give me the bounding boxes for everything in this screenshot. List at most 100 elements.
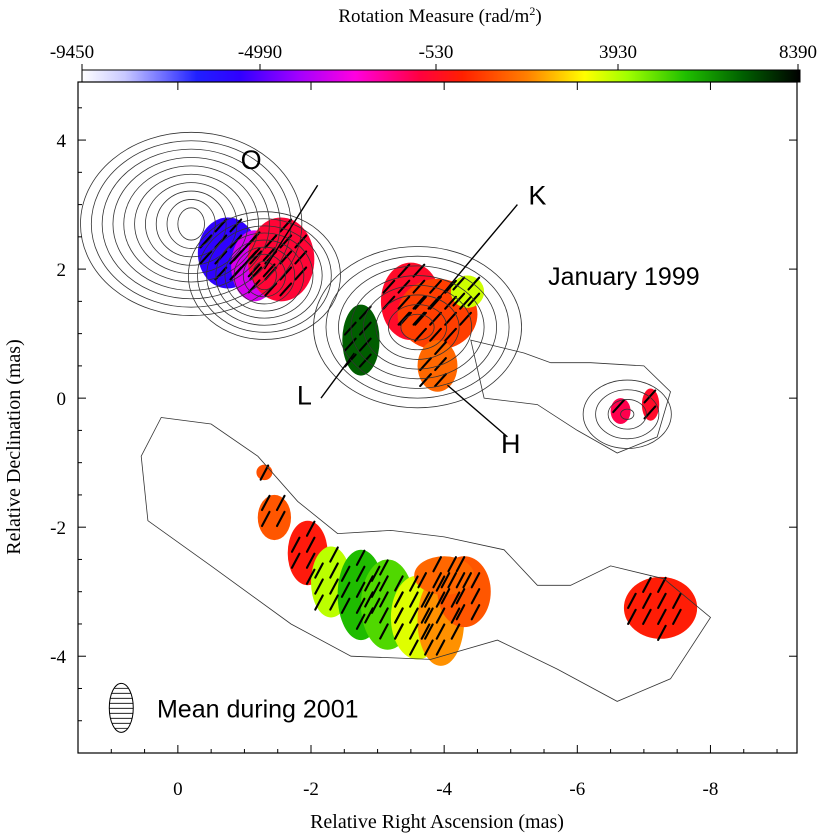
contour-k-contours <box>338 265 497 389</box>
polarization-vector <box>432 556 443 573</box>
polarization-vector <box>275 510 286 528</box>
contour-core-contours <box>101 148 281 300</box>
polarization-vector <box>247 279 261 294</box>
x-axis-label: Relative Right Ascension (mas) <box>310 811 564 833</box>
annotation-line-L <box>320 352 355 399</box>
polarization-vector <box>370 597 381 614</box>
rm-region-outer-red-1 <box>610 398 631 424</box>
polarization-vector <box>409 575 419 592</box>
polarization-vector <box>379 591 389 608</box>
polarization-vector <box>264 234 278 249</box>
polarization-vector <box>394 591 404 608</box>
polarization-vector <box>232 263 246 278</box>
contour-o-contours <box>224 239 305 312</box>
polarization-vector <box>329 594 339 611</box>
polarization-vector <box>434 357 447 372</box>
panel-label-mean-2001: Mean during 2001 <box>157 696 359 724</box>
polarization-vector <box>394 575 404 592</box>
y-tick-label: 4 <box>57 131 67 152</box>
contour-outer-contours <box>595 389 660 440</box>
annotation-line-K <box>430 204 518 309</box>
polarization-vector <box>343 321 357 336</box>
polarization-vector <box>444 311 457 326</box>
contour-outer-contours <box>620 408 635 420</box>
polarization-vector <box>358 353 372 368</box>
polarization-vector <box>450 623 461 640</box>
polarization-vector <box>247 263 261 278</box>
annotation-line-O <box>263 184 319 270</box>
polarization-vector <box>260 510 271 528</box>
polarization-vector <box>627 592 637 609</box>
contour-o-contours <box>197 218 332 333</box>
annotation-label-H: H <box>501 429 521 459</box>
x-tick-label: 0 <box>173 779 183 800</box>
polarization-vector <box>657 576 667 593</box>
polarization-vector <box>229 218 243 233</box>
polarization-vector <box>275 494 286 512</box>
contour-core-contours <box>166 199 216 249</box>
polarization-vector <box>432 572 443 589</box>
contour-outer-contours <box>607 399 647 430</box>
colorbar-tick-label: -530 <box>419 42 454 63</box>
contour-core-contours <box>177 207 205 241</box>
polarization-vector <box>343 337 357 352</box>
polarization-vector <box>340 565 351 582</box>
y-tick-label: -2 <box>50 518 66 539</box>
plot-frame <box>77 81 798 754</box>
polarization-vector <box>262 263 276 278</box>
polarization-vector <box>417 572 428 589</box>
polarization-vector <box>627 608 637 625</box>
polarization-vector <box>397 295 411 310</box>
polarization-vector <box>435 575 446 592</box>
polarization-vector <box>444 327 457 342</box>
contour-jet-link <box>470 339 671 454</box>
polarization-vector <box>450 591 461 608</box>
polarization-vector <box>314 578 324 595</box>
polarization-vector <box>364 575 374 592</box>
polarization-vector <box>290 552 301 569</box>
polarization-vector <box>409 623 419 640</box>
polarization-vector <box>419 373 432 388</box>
contour-k-contours <box>400 313 435 341</box>
polarization-vector <box>199 250 213 265</box>
contour-k-contours <box>375 294 460 360</box>
contour-core-contours <box>123 165 259 283</box>
polarization-vector <box>414 327 427 342</box>
polarization-vector <box>370 565 381 582</box>
polarization-vector <box>279 250 293 265</box>
x-tick-label: -2 <box>303 779 319 800</box>
polarization-vector <box>412 279 426 294</box>
polarization-vector <box>444 295 457 310</box>
polarization-vector <box>412 295 426 310</box>
polarization-vector <box>642 592 652 609</box>
polarization-vector <box>470 572 481 589</box>
x-tick-label: -4 <box>436 779 452 800</box>
polarization-vector <box>249 250 263 265</box>
polarization-vector <box>424 639 434 656</box>
colorbar-tick-label: 3930 <box>599 42 637 63</box>
polarization-vector <box>424 607 434 624</box>
polarization-vector <box>379 575 389 592</box>
polarization-vector <box>444 279 457 294</box>
polarization-vector <box>232 247 246 262</box>
polarization-vector <box>379 607 389 624</box>
contour-core-contours <box>112 157 270 291</box>
polarization-vector <box>294 266 308 281</box>
polarization-vector <box>467 276 481 291</box>
contour-outer-contours <box>582 379 672 449</box>
polarization-vector <box>642 608 652 625</box>
polarization-vector <box>657 608 667 625</box>
polarization-vector <box>414 311 427 326</box>
polarization-vector <box>314 594 324 611</box>
polarization-vector <box>657 624 667 641</box>
polarization-vector <box>259 464 270 481</box>
contour-o-contours <box>252 260 277 291</box>
polarization-vector <box>305 552 316 569</box>
colorbar-title: Rotation Measure (rad/m2) <box>338 4 541 27</box>
polarization-vector <box>355 565 366 582</box>
contour-core-contours <box>90 140 292 308</box>
polarization-vector <box>642 576 652 593</box>
contour-core-contours <box>80 131 303 316</box>
polarization-vector <box>435 623 446 640</box>
